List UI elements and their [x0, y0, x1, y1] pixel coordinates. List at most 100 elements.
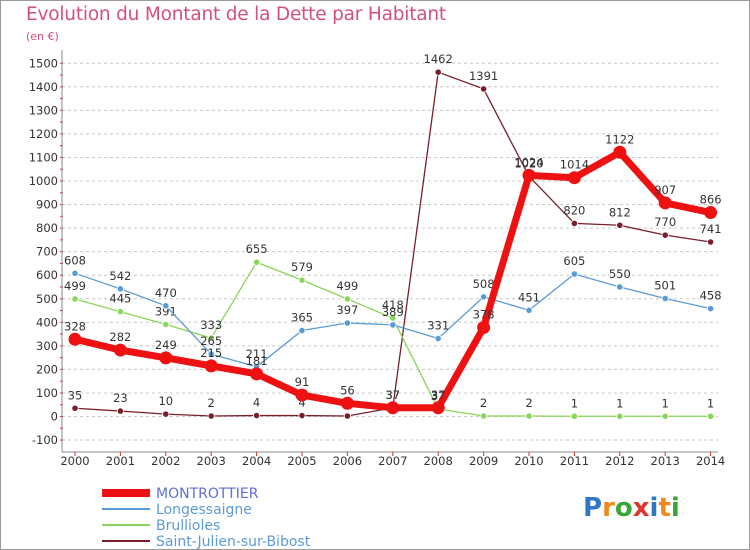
x-tick-label: 2013 [651, 454, 680, 468]
x-tick-label: 2008 [424, 454, 453, 468]
x-tick-label: 2006 [333, 454, 362, 468]
data-label: 389 [382, 305, 404, 319]
data-point [434, 68, 442, 76]
legend-label: Longessaigne [156, 502, 252, 518]
legend-label: Saint-Julien-sur-Bibost [156, 534, 311, 550]
data-point [207, 412, 215, 420]
data-label: 499 [336, 279, 358, 293]
data-label: 608 [64, 253, 86, 267]
data-label: 1024 [514, 155, 543, 169]
data-point [525, 412, 533, 420]
data-label: 1 [571, 396, 578, 410]
y-tick-label: 1000 [29, 174, 58, 188]
data-label: 56 [340, 383, 355, 397]
data-point [434, 334, 442, 343]
data-point [298, 326, 306, 335]
data-label: 365 [291, 311, 313, 325]
data-point [113, 343, 127, 357]
y-tick-label: 500 [36, 292, 58, 306]
data-point [253, 258, 261, 266]
data-label: 1 [707, 396, 714, 410]
chart-unit: (en €) [26, 30, 59, 43]
data-label: 37 [431, 388, 446, 402]
chart-title: Evolution du Montant de la Dette par Hab… [26, 4, 446, 25]
data-label: 1122 [605, 132, 634, 146]
data-point [704, 206, 718, 220]
y-tick-label: 800 [36, 221, 58, 235]
y-tick-label: 1400 [29, 80, 58, 94]
data-point [479, 85, 488, 93]
data-label: 211 [246, 347, 268, 361]
data-label: 397 [336, 303, 358, 317]
y-tick-label: 100 [36, 386, 58, 400]
data-point [343, 319, 351, 327]
y-tick-label: 600 [36, 268, 58, 282]
data-point [68, 332, 82, 346]
data-label: 770 [654, 215, 676, 229]
data-label: 37 [385, 388, 400, 402]
data-point [479, 293, 488, 301]
data-point [116, 407, 125, 415]
data-point [661, 231, 669, 239]
data-point [343, 412, 351, 420]
data-label: 501 [654, 279, 676, 293]
data-point [570, 270, 579, 278]
data-label: 741 [700, 222, 722, 236]
data-point [570, 412, 579, 420]
data-label: 470 [155, 286, 177, 300]
data-point [706, 412, 715, 420]
data-point [616, 221, 624, 229]
y-tick-label: 1200 [29, 127, 58, 141]
data-point [706, 305, 715, 313]
data-label: 10 [158, 394, 173, 408]
data-label: 215 [200, 346, 222, 360]
data-point [207, 350, 215, 358]
data-point [661, 412, 669, 420]
data-point [71, 269, 79, 277]
data-point [522, 168, 536, 182]
data-label: 1462 [424, 52, 453, 66]
legend-label: Brullioles [156, 518, 220, 534]
data-point [207, 334, 215, 342]
proxiti-logo: Proxiti [583, 493, 680, 523]
data-label: 550 [609, 267, 631, 281]
data-label: 418 [382, 298, 404, 312]
data-label: 265 [200, 334, 222, 348]
data-label: 542 [109, 269, 131, 283]
y-tick-label: 1300 [29, 103, 58, 117]
data-label: 2 [208, 396, 215, 410]
data-label: 282 [109, 330, 131, 344]
data-label: 391 [155, 304, 177, 318]
data-label: 1020 [514, 156, 543, 170]
data-point [204, 359, 218, 373]
x-tick-label: 2010 [514, 454, 543, 468]
data-point [298, 276, 306, 284]
data-point [162, 410, 170, 418]
data-label: 378 [473, 307, 495, 321]
x-tick-label: 2005 [287, 454, 316, 468]
data-point [340, 396, 354, 410]
data-label: 181 [246, 354, 268, 368]
data-point [159, 351, 173, 365]
x-tick-label: 2002 [151, 454, 180, 468]
data-point [162, 320, 170, 329]
data-label: 249 [155, 338, 177, 352]
x-tick-label: 2004 [242, 454, 271, 468]
y-tick-label: 200 [36, 362, 58, 376]
data-label: 4 [253, 396, 260, 410]
x-tick-label: 2000 [60, 454, 89, 468]
data-label: 1014 [560, 158, 589, 172]
data-point [116, 308, 125, 316]
data-label: 328 [64, 319, 86, 333]
data-point [567, 171, 581, 185]
data-label: 605 [563, 254, 585, 268]
x-tick-label: 2012 [605, 454, 634, 468]
data-point [386, 401, 400, 415]
data-label: 37 [385, 388, 400, 402]
data-point [298, 411, 306, 420]
data-label: 907 [654, 183, 676, 197]
data-label: 1 [662, 396, 669, 410]
data-label: 451 [518, 290, 540, 304]
data-label: 1 [616, 396, 623, 410]
